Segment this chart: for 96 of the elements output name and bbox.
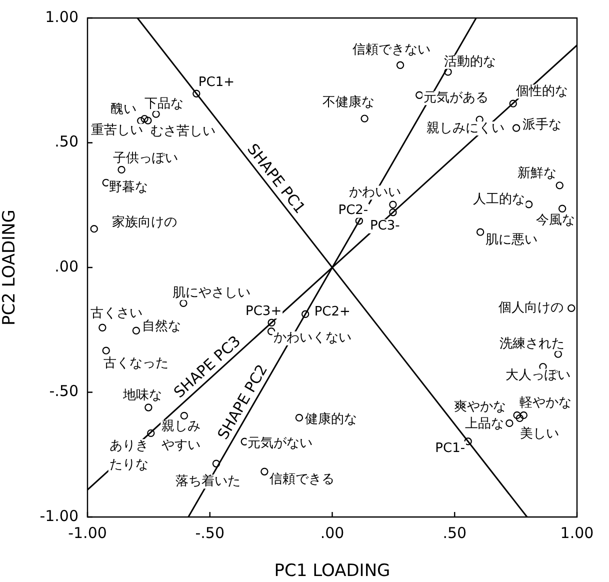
point	[558, 204, 566, 212]
annotation: PC3+	[246, 304, 282, 320]
point	[180, 412, 188, 420]
point	[355, 216, 364, 225]
annotation: むさ苦しい	[150, 124, 216, 139]
annotation: 家族向けの	[112, 214, 178, 230]
point	[152, 110, 160, 118]
annotation: 信頼できる	[269, 472, 334, 487]
annotation: 親しみやすい	[162, 419, 201, 454]
annotation: 上品な	[464, 416, 504, 432]
annotation: 古くさい	[90, 306, 142, 322]
y-tick-label: .00	[54, 257, 78, 276]
point	[520, 411, 528, 420]
annotation: かわいくない	[273, 330, 352, 346]
annotation: 洗練された	[500, 336, 565, 352]
point	[301, 310, 310, 318]
annotation: 信頼できない	[352, 42, 430, 58]
y-tick-label: -1.00	[40, 506, 78, 525]
annotation: 古くなった	[104, 356, 169, 371]
point	[144, 404, 152, 412]
y-axis-title: PC2 LOADING	[0, 210, 20, 326]
point	[568, 304, 576, 312]
point	[389, 200, 397, 208]
annotation: 肌にやさしい	[172, 286, 250, 301]
point	[267, 328, 276, 336]
point	[389, 208, 397, 216]
annotation: 自然な	[142, 319, 182, 334]
annotation: 元気がない	[248, 436, 313, 452]
point	[396, 61, 404, 70]
annotation: 醜い	[110, 102, 137, 118]
point	[147, 429, 155, 438]
point	[212, 460, 220, 468]
annotation: 肌に悪い	[485, 232, 538, 248]
annotation: PC3-	[370, 218, 400, 234]
annotation: 個人向けの	[498, 300, 564, 316]
point	[90, 224, 98, 233]
annotation: 人工的な	[472, 192, 525, 207]
annotation: 子供っぽい	[113, 151, 178, 166]
annotation: 活動的な	[444, 54, 496, 70]
annotation: 新鮮な	[518, 166, 557, 181]
annotation: 野暮な	[109, 180, 148, 196]
annotation: 派手な	[522, 117, 562, 132]
annotation: 今風な	[536, 212, 575, 228]
annotation: 個性的な	[516, 84, 568, 99]
annotation: 爽やかな	[454, 400, 506, 415]
point	[476, 228, 484, 236]
point	[444, 68, 452, 76]
annotation: 元気がある	[423, 90, 488, 106]
point	[416, 91, 424, 99]
x-tick-label: .50	[442, 524, 467, 542]
point	[144, 116, 152, 124]
point	[102, 346, 110, 354]
point	[360, 114, 368, 122]
point	[260, 468, 268, 476]
point	[140, 114, 148, 123]
annotation: PC1+	[198, 74, 235, 90]
y-tick-label: -.50	[49, 382, 78, 400]
y-tick-label: 1.00	[45, 8, 78, 26]
annotation: PC2+	[314, 304, 350, 320]
x-tick-label: 1.00	[560, 524, 594, 542]
annotation: 重苦しい	[90, 123, 143, 138]
point	[524, 200, 533, 208]
point	[268, 318, 276, 326]
point	[98, 324, 106, 332]
point	[512, 124, 520, 132]
point	[509, 100, 517, 108]
point	[516, 414, 524, 422]
point	[554, 350, 562, 358]
annotation: かわいい	[348, 185, 401, 200]
x-tick-label: -.50	[195, 524, 225, 542]
annotation: 大人っぽい	[505, 368, 570, 384]
point	[192, 90, 200, 98]
annotation: 不健康な	[322, 94, 375, 110]
point	[295, 414, 304, 422]
point	[506, 419, 514, 428]
x-tick-label: -1.00	[68, 524, 107, 542]
annotation: 落ち着いた	[176, 472, 241, 489]
point	[180, 299, 188, 308]
annotation: 親しみにくい	[426, 120, 505, 136]
point	[556, 182, 564, 190]
annotation: 下品な	[144, 96, 184, 112]
point	[137, 116, 145, 125]
point	[118, 166, 126, 174]
annotation: ありきたりな	[109, 438, 148, 473]
point	[513, 411, 521, 420]
x-axis-title: PC1 LOADING	[274, 561, 390, 582]
annotation: PC2-	[338, 203, 368, 218]
point	[464, 438, 472, 446]
point	[132, 326, 140, 334]
annotation: 美しい	[520, 426, 560, 442]
y-tick-label: .50	[54, 132, 78, 151]
annotation: 地味な	[122, 388, 162, 403]
annotation: PC1-	[435, 440, 466, 456]
x-tick-label: .00	[320, 524, 344, 542]
annotation: 健康的な	[305, 412, 358, 428]
annotation: 軽やかな	[520, 396, 572, 411]
